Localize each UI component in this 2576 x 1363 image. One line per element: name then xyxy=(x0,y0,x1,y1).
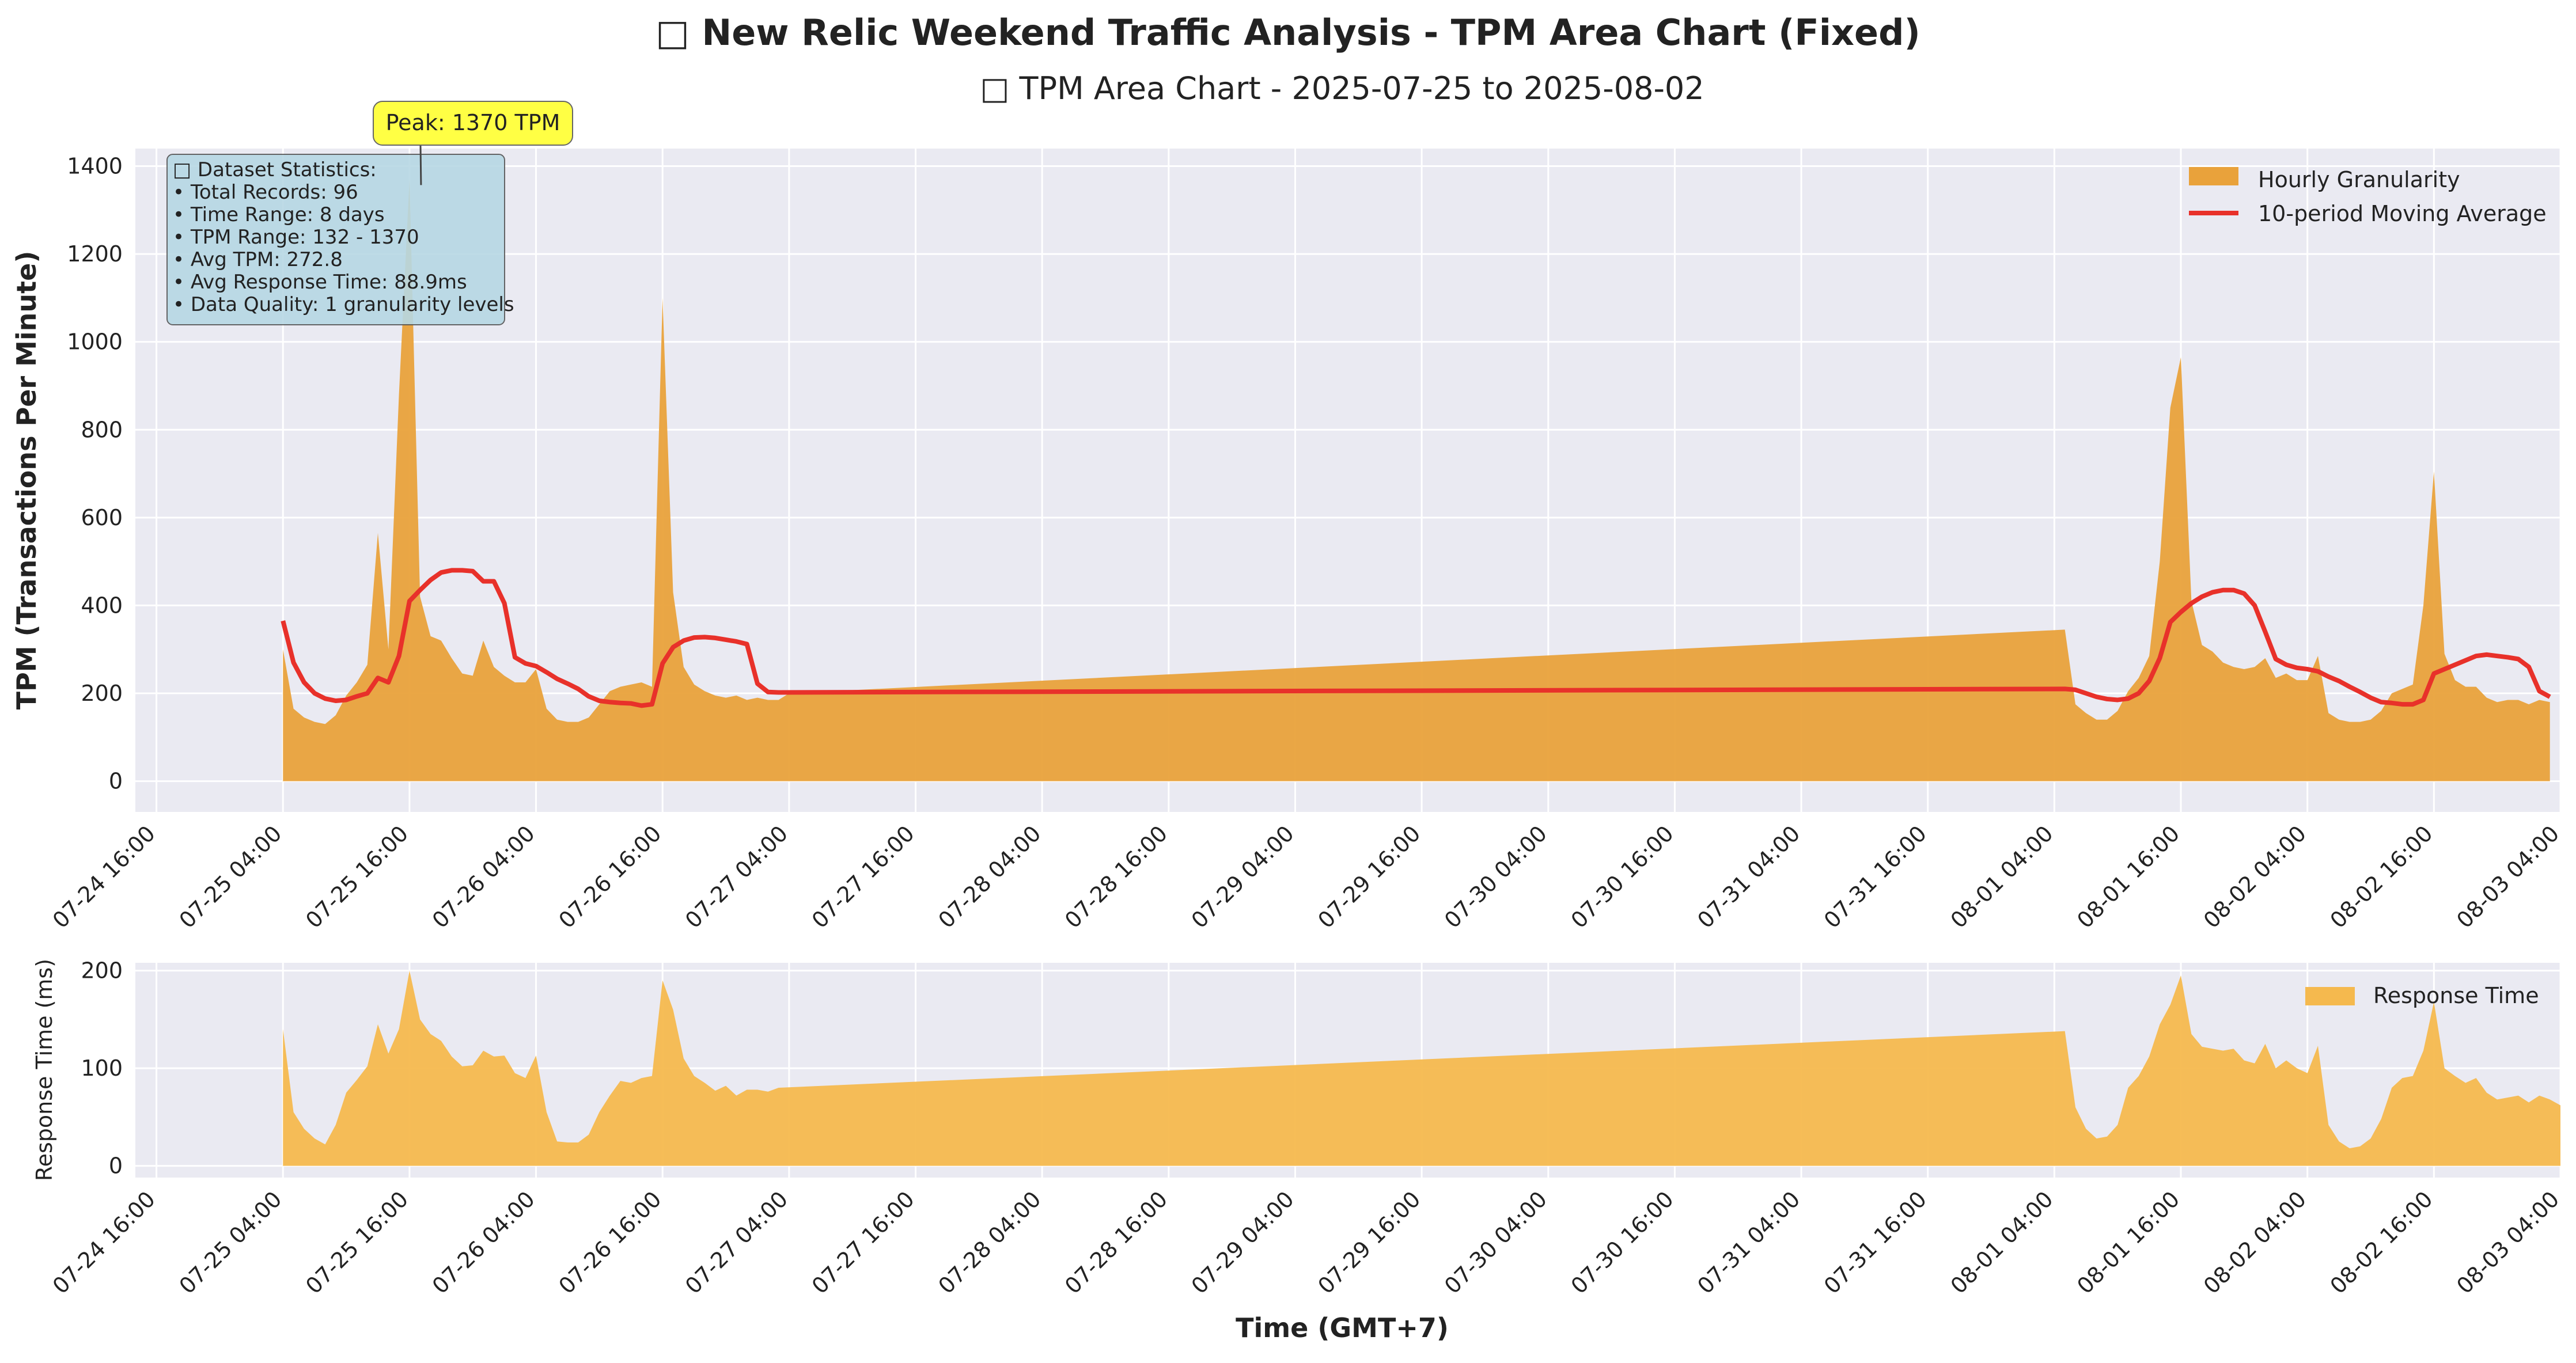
y-tick-label: 100 xyxy=(81,1056,123,1081)
x-tick-label: 07-29 04:00 xyxy=(1187,821,1299,933)
x-tick-label: 07-25 16:00 xyxy=(301,1186,413,1299)
y-tick-label: 200 xyxy=(81,681,123,706)
dataset-statistics-box: □ Dataset Statistics: • Total Records: 9… xyxy=(166,154,514,325)
x-tick-label: 07-29 16:00 xyxy=(1313,1186,1425,1299)
y-tick-label: 600 xyxy=(81,505,123,530)
tpm-area-series xyxy=(283,179,2550,781)
peak-annotation-box xyxy=(373,101,573,146)
x-tick-label: 07-26 16:00 xyxy=(554,821,666,933)
x-tick-label: 07-27 16:00 xyxy=(807,821,919,933)
x-tick-label: 07-28 04:00 xyxy=(933,1186,1045,1299)
x-tick-label: 08-01 04:00 xyxy=(1946,821,2058,933)
x-axis-label: Time (GMT+7) xyxy=(1236,1312,1449,1343)
x-tick-label: 07-24 16:00 xyxy=(48,1186,160,1299)
response-y-axis-label: Response Time (ms) xyxy=(32,959,57,1181)
x-tick-label: 07-27 16:00 xyxy=(807,1186,919,1299)
stats-box-background xyxy=(166,154,505,325)
x-tick-label: 07-30 16:00 xyxy=(1566,821,1679,933)
x-tick-label: 08-01 16:00 xyxy=(2072,1186,2184,1299)
legend-label-moving-average: 10-period Moving Average xyxy=(2258,201,2547,226)
legend-swatch-hourly xyxy=(2189,167,2238,185)
x-tick-label: 07-28 04:00 xyxy=(933,821,1045,933)
top-chart-subtitle: □ TPM Area Chart - 2025-07-25 to 2025-08… xyxy=(980,70,1704,107)
stats-line: □ Dataset Statistics: xyxy=(173,158,377,181)
y-tick-label: 1200 xyxy=(67,241,123,267)
x-tick-label: 07-26 04:00 xyxy=(427,821,540,933)
x-tick-label: 07-28 16:00 xyxy=(1060,1186,1172,1299)
stats-line: • Avg TPM: 272.8 xyxy=(173,248,343,271)
y-tick-label: 0 xyxy=(109,769,123,794)
peak-annotation-text: Peak: 1370 TPM xyxy=(386,110,560,135)
stats-line: • Total Records: 96 xyxy=(173,181,358,204)
x-tick-label: 07-31 16:00 xyxy=(1819,821,1931,933)
legend-swatch-response xyxy=(2305,987,2355,1005)
x-tick-label: 08-02 16:00 xyxy=(2325,821,2438,933)
tpm-y-axis-label: TPM (Transactions Per Minute) xyxy=(11,251,42,710)
response-series xyxy=(283,970,2561,1166)
legend-label-response: Response Time xyxy=(2373,983,2539,1008)
x-tick-label: 07-31 16:00 xyxy=(1819,1186,1931,1299)
response-y-ticks: 0 100 200 xyxy=(81,958,123,1179)
stats-line: • Data Quality: 1 granularity levels xyxy=(173,293,514,316)
response-area-series xyxy=(283,970,2561,1166)
stats-line: • Avg Response Time: 88.9ms xyxy=(173,271,467,294)
x-tick-label: 07-29 16:00 xyxy=(1313,821,1425,933)
x-tick-label: 07-27 04:00 xyxy=(680,1186,793,1299)
x-tick-label: 07-26 04:00 xyxy=(427,1186,540,1299)
tpm-x-ticks: 07-24 16:00 07-25 04:00 07-25 16:00 07-26 0… xyxy=(48,821,2564,933)
response-panel: 0 100 200 07-24 16:00 07-25 04:00 07-25 16:0… xyxy=(32,958,2564,1299)
x-tick-label: 08-02 04:00 xyxy=(2199,1186,2311,1299)
tpm-legend: Hourly Granularity 10-period Moving Aver… xyxy=(2189,167,2547,226)
x-tick-label: 08-02 04:00 xyxy=(2199,821,2311,933)
x-tick-label: 07-30 04:00 xyxy=(1439,821,1552,933)
x-tick-label: 07-26 16:00 xyxy=(554,1186,666,1299)
x-tick-label: 08-01 16:00 xyxy=(2072,821,2184,933)
peak-annotation: Peak: 1370 TPM xyxy=(373,101,573,185)
x-tick-label: 08-01 04:00 xyxy=(1946,1186,2058,1299)
x-tick-label: 07-30 04:00 xyxy=(1439,1186,1552,1299)
response-legend: Response Time xyxy=(2305,983,2539,1008)
tpm-y-ticks: 0 200 400 600 800 1000 1200 1400 xyxy=(67,154,123,794)
y-tick-label: 0 xyxy=(109,1153,123,1179)
y-tick-label: 400 xyxy=(81,593,123,618)
x-tick-label: 08-02 16:00 xyxy=(2325,1186,2438,1299)
x-tick-label: 07-30 16:00 xyxy=(1566,1186,1679,1299)
legend-label-hourly: Hourly Granularity xyxy=(2258,167,2460,192)
y-tick-label: 200 xyxy=(81,958,123,984)
response-x-ticks: 07-24 16:00 07-25 04:00 07-25 16:00 07-26 0… xyxy=(48,1186,2564,1299)
x-tick-label: 07-29 04:00 xyxy=(1187,1186,1299,1299)
x-tick-label: 07-24 16:00 xyxy=(48,821,160,933)
y-tick-label: 800 xyxy=(81,417,123,442)
x-tick-label: 08-03 04:00 xyxy=(2452,1186,2564,1299)
x-tick-label: 07-28 16:00 xyxy=(1060,821,1172,933)
x-tick-label: 07-25 04:00 xyxy=(174,821,286,933)
x-tick-label: 07-31 04:00 xyxy=(1692,821,1805,933)
x-tick-label: 08-03 04:00 xyxy=(2452,821,2564,933)
figure-title: □ New Relic Weekend Traffic Analysis - T… xyxy=(656,12,1920,54)
y-tick-label: 1000 xyxy=(67,329,123,355)
y-tick-label: 1400 xyxy=(67,154,123,179)
stats-line: • Time Range: 8 days xyxy=(173,203,385,226)
x-tick-label: 07-31 04:00 xyxy=(1692,1186,1805,1299)
tpm-series xyxy=(281,179,2551,781)
x-tick-label: 07-25 16:00 xyxy=(301,821,413,933)
x-tick-label: 07-25 04:00 xyxy=(174,1186,286,1299)
x-tick-label: 07-27 04:00 xyxy=(680,821,793,933)
moving-average-line xyxy=(281,568,2551,708)
stats-line: • TPM Range: 132 - 1370 xyxy=(173,226,419,249)
